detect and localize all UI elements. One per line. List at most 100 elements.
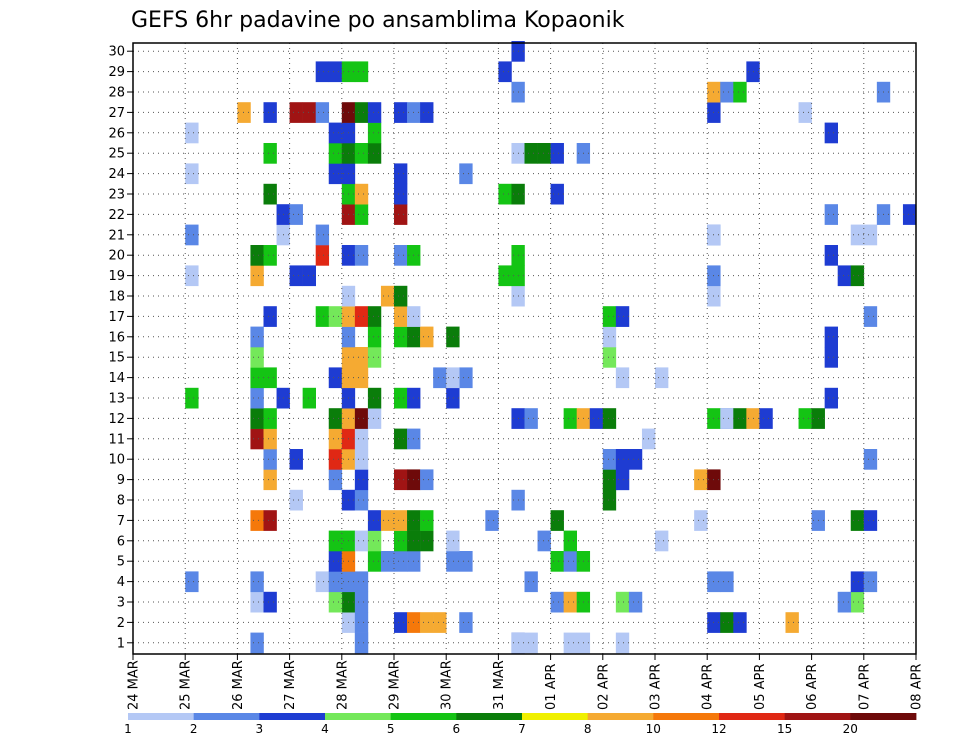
x-tick-label: 08 APR: [910, 664, 925, 710]
heatmap-cell: [733, 612, 747, 633]
x-tick-label: 30 MAR: [440, 660, 455, 710]
heatmap-cell: [628, 449, 643, 470]
heatmap-cell: [550, 591, 564, 613]
heatmap-cell: [602, 326, 617, 348]
heatmap-cell: [720, 408, 734, 429]
heatmap-cell: [837, 265, 852, 287]
heatmap-cell: [380, 285, 395, 307]
heatmap-cell: [289, 449, 303, 470]
heatmap-cell: [354, 428, 369, 450]
y-tick-label: 14: [108, 371, 125, 386]
heatmap-cell: [185, 224, 199, 246]
colorbar-swatch: [456, 713, 523, 720]
heatmap-cell: [250, 510, 264, 531]
heatmap-cell: [289, 102, 303, 123]
heatmap-cell: [498, 265, 512, 287]
colorbar-swatch: [587, 713, 654, 720]
heatmap-cell: [354, 61, 369, 83]
heatmap-cell: [446, 551, 460, 572]
heatmap-cell: [367, 347, 382, 368]
heatmap-cell: [354, 449, 369, 470]
heatmap-cell: [394, 469, 408, 491]
heatmap-cell: [263, 408, 277, 429]
heatmap-cell: [237, 102, 251, 123]
heatmap-cell: [328, 571, 343, 593]
heatmap-cell: [367, 326, 382, 348]
heatmap-cell: [354, 530, 369, 552]
heatmap-cell: [550, 551, 564, 572]
heatmap-cell: [328, 367, 343, 389]
heatmap-cell: [733, 408, 747, 429]
heatmap-cell: [446, 530, 460, 552]
colorbar-label: 10: [646, 722, 661, 736]
colorbar-swatch: [784, 713, 851, 720]
heatmap-cell: [354, 571, 369, 593]
colorbar-label: 12: [711, 722, 726, 736]
heatmap-cell: [354, 183, 369, 205]
heatmap-cell: [250, 591, 264, 613]
y-tick-label: 17: [108, 310, 125, 325]
heatmap-cell: [328, 122, 343, 144]
y-tick-label: 4: [117, 575, 125, 590]
heatmap-cell: [263, 183, 277, 205]
heatmap-cells: [185, 41, 917, 654]
heatmap-cell: [394, 204, 408, 225]
heatmap-cell: [289, 489, 303, 511]
x-tick-label: 28 MAR: [335, 660, 350, 710]
heatmap-cell: [263, 591, 277, 613]
heatmap-cell: [615, 632, 630, 654]
colorbar-swatch: [522, 713, 589, 720]
y-tick-label: 12: [108, 412, 125, 427]
heatmap-cell: [302, 265, 316, 287]
heatmap-cell: [354, 306, 369, 327]
y-tick-label: 28: [108, 86, 125, 101]
y-tick-label: 15: [108, 351, 125, 366]
heatmap-cell: [367, 306, 382, 327]
y-tick-label: 18: [108, 290, 125, 305]
x-tick-label: 27 MAR: [283, 660, 298, 710]
y-tick-label: 8: [117, 494, 125, 509]
heatmap-cell: [394, 326, 408, 348]
heatmap-cell: [863, 224, 878, 246]
heatmap-cell: [655, 367, 669, 389]
heatmap-cell: [863, 449, 878, 470]
heatmap-cell: [289, 204, 303, 225]
x-tick-label: 01 APR: [544, 664, 559, 710]
heatmap-cell: [394, 387, 408, 409]
heatmap-cell: [824, 326, 838, 348]
heatmap-cell: [615, 306, 630, 327]
colorbar-label: 3: [255, 722, 263, 736]
heatmap-cell: [315, 224, 330, 246]
heatmap-cell: [459, 612, 473, 633]
heatmap-cell: [394, 530, 408, 552]
heatmap-cell: [315, 102, 330, 123]
heatmap-cell: [315, 306, 330, 327]
colorbar-label: 6: [452, 722, 460, 736]
heatmap-cell: [328, 551, 343, 572]
heatmap-cell: [367, 143, 382, 164]
x-tick-label: 24 MAR: [127, 660, 142, 710]
y-tick-label: 5: [117, 555, 125, 570]
heatmap-cell: [824, 347, 838, 368]
heatmap-cell: [485, 510, 499, 531]
heatmap-cell: [250, 408, 264, 429]
heatmap-cell: [354, 612, 369, 633]
y-tick-label: 3: [117, 596, 125, 611]
y-axis-ticks: 1234567891011121314151617181920212223242…: [108, 45, 133, 651]
heatmap-cell: [394, 163, 408, 185]
heatmap-cell: [563, 408, 577, 429]
heatmap-cell: [498, 61, 512, 83]
heatmap-cell: [615, 591, 630, 613]
y-tick-label: 11: [108, 432, 125, 447]
colorbar-swatch: [850, 713, 917, 720]
heatmap-cell: [459, 163, 473, 185]
y-tick-label: 22: [108, 208, 125, 223]
heatmap-cell: [498, 183, 512, 205]
heatmap-cell: [315, 245, 330, 266]
heatmap-cell: [563, 551, 577, 572]
heatmap-cell: [367, 530, 382, 552]
heatmap-cell: [433, 612, 447, 633]
x-tick-label: 05 APR: [753, 664, 768, 710]
heatmap-cell: [328, 591, 343, 613]
colorbar-label: 15: [777, 722, 792, 736]
